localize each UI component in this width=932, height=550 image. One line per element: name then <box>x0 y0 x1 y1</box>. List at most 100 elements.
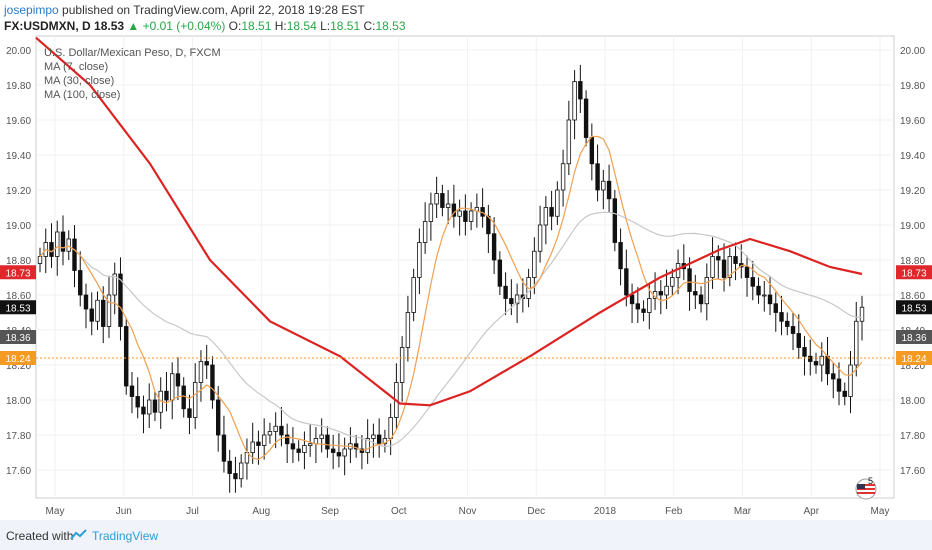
candle-body <box>319 434 324 439</box>
y-tick-label-left: 17.60 <box>6 466 31 477</box>
candle-body <box>606 180 612 200</box>
price-tag-left <box>0 330 36 344</box>
y-tick-label-left: 19.80 <box>6 81 31 92</box>
candle-body <box>583 98 589 138</box>
candle-body <box>112 273 117 296</box>
y-tick-label-left: 19.00 <box>6 221 31 232</box>
candle-body <box>848 364 853 397</box>
price-tags: 18.73 18.73 18.53 18.53 18.36 18.36 18.24 18.24 <box>0 265 932 365</box>
tradingview-link[interactable]: TradingView <box>92 529 159 543</box>
price-tag-left-label: 18.24 <box>5 354 30 365</box>
y-tick-label-right: 19.20 <box>900 186 925 197</box>
y-tick-label-right: 18.80 <box>900 256 925 267</box>
candle-body <box>60 231 66 252</box>
y-tick-label-left: 19.20 <box>6 186 31 197</box>
moving-averages <box>35 36 894 461</box>
candle-body <box>273 425 278 432</box>
close-label: C: <box>363 19 376 33</box>
candle-body <box>859 306 865 322</box>
candle-body <box>302 445 307 453</box>
legend: U.S. Dollar/Mexican Peso, D, FXCM MA (7, … <box>44 47 221 101</box>
x-tick-label: Oct <box>391 506 407 517</box>
candle-body <box>434 193 439 205</box>
x-tick-label: Jul <box>186 506 199 517</box>
candle-body <box>250 441 255 453</box>
candle-body <box>813 361 819 366</box>
candle-body <box>555 189 560 217</box>
candle-body <box>204 361 209 366</box>
candle-body <box>445 203 451 208</box>
candle-body <box>307 443 313 446</box>
candle-body <box>543 207 549 226</box>
y-tick-label-right: 19.00 <box>900 221 925 232</box>
candle-body <box>560 163 566 191</box>
price-tag-right <box>896 300 932 315</box>
candle-body <box>629 294 635 305</box>
y-tick-label-left: 20.00 <box>6 46 31 57</box>
chart-header: josepimpo published on TradingView.com, … <box>0 0 932 36</box>
candle-body <box>55 231 60 257</box>
candle-body <box>256 441 261 446</box>
price-tag-right <box>896 351 932 365</box>
y-tick-label-right: 19.80 <box>900 81 925 92</box>
price-tag-right-label: 18.36 <box>901 333 926 344</box>
candle-body <box>693 291 698 296</box>
y-tick-label-right: 18.00 <box>900 396 925 407</box>
candle-body <box>152 399 158 413</box>
candle-body <box>503 285 508 299</box>
candle-body <box>147 399 152 415</box>
candle-body <box>819 355 824 366</box>
candle-body <box>733 256 738 264</box>
candle-body <box>727 256 732 278</box>
candle-body <box>170 373 175 401</box>
ma100-line <box>35 36 863 407</box>
candle-body <box>106 294 112 327</box>
candle-body <box>141 406 146 415</box>
candle-body <box>417 242 422 278</box>
candle-body <box>376 434 382 445</box>
x-tick-label: Sep <box>321 506 339 517</box>
candle-body <box>773 303 778 313</box>
candle-body <box>664 285 669 296</box>
chart-title: U.S. Dollar/Mexican Peso, D, FXCM <box>44 47 221 59</box>
symbol-label: FX:USDMXN, D <box>4 19 91 33</box>
candle-body <box>411 277 416 313</box>
high-label: H: <box>274 19 287 33</box>
candle-body <box>578 81 583 100</box>
candle-body <box>371 434 376 439</box>
flag-icon: 5 <box>855 476 877 500</box>
candle-body <box>451 203 457 217</box>
candle-body <box>549 207 554 217</box>
x-tick-label: May <box>46 506 65 517</box>
candle-body <box>72 238 77 271</box>
price-tag-left <box>0 265 36 280</box>
candle-body <box>95 299 100 322</box>
candle-body <box>164 390 169 401</box>
y-tick-label-right: 20.00 <box>900 46 925 57</box>
candle-body <box>497 259 503 287</box>
candle-body <box>267 431 273 436</box>
candle-body <box>612 198 618 243</box>
y-tick-label-left: 19.60 <box>6 116 31 127</box>
candle-body <box>635 303 641 310</box>
candle-body <box>353 443 359 450</box>
candle-body <box>532 250 537 278</box>
candle-body <box>756 285 761 296</box>
candle-body <box>325 434 330 450</box>
author-link[interactable]: josepimpo <box>4 3 59 17</box>
candle-body <box>37 256 43 264</box>
candle-body <box>428 203 434 222</box>
candle-body <box>330 448 336 453</box>
candle-body <box>49 242 54 257</box>
chart-area[interactable]: 20.00 20.00 19.80 19.80 19.60 19.60 19.40 19.40… <box>0 0 932 520</box>
ohlc-line: FX:USDMXN, D 18.53 ▲ +0.01 (+0.04%) O:18… <box>4 19 406 33</box>
legend-entry: MA (30, close) <box>44 75 114 87</box>
candle-body <box>296 448 301 453</box>
x-tick-label: Aug <box>252 506 270 517</box>
price-tag-right <box>896 330 932 344</box>
candle-body <box>175 373 181 387</box>
candle-body <box>313 438 319 445</box>
candle-body <box>405 312 411 348</box>
candle-body <box>641 308 646 313</box>
price-tag-left <box>0 351 36 365</box>
